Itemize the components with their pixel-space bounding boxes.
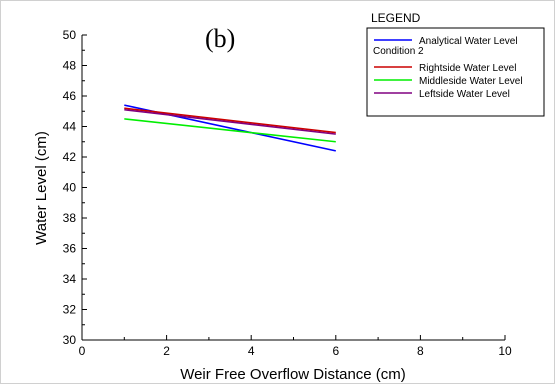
- x-tick-label: 10: [498, 344, 512, 358]
- x-tick-label: 0: [79, 344, 86, 358]
- legend-entry-3: Middleside Water Level: [419, 76, 523, 87]
- legend: LEGEND Condition 2 Analytical Water Leve…: [366, 11, 545, 117]
- y-tick-label: 38: [63, 211, 77, 225]
- legend-title: LEGEND: [371, 11, 421, 25]
- series-line-2: [124, 107, 336, 134]
- x-tick-label: 2: [163, 344, 170, 358]
- legend-box: [366, 27, 545, 117]
- legend-entry-2: Rightside Water Level: [419, 63, 516, 74]
- legend-entry-4: Leftside Water Level: [419, 89, 510, 100]
- y-tick-label: 32: [63, 303, 77, 317]
- y-axis-title: Water Level (cm): [33, 131, 50, 245]
- legend-items: Analytical Water Level Rightside Water Le…: [374, 36, 523, 100]
- y-tick-label: 40: [63, 181, 77, 195]
- series-line-3: [124, 118, 336, 143]
- y-tick-label: 44: [63, 120, 77, 134]
- x-tick-label: 6: [332, 344, 339, 358]
- x-tick-label: 4: [248, 344, 255, 358]
- x-axis-title: Weir Free Overflow Distance (cm): [180, 366, 406, 383]
- y-tick-label: 50: [63, 28, 77, 42]
- x-tick-label: 8: [417, 344, 424, 358]
- y-tick-label: 48: [63, 59, 77, 73]
- series-line-4: [124, 108, 336, 135]
- legend-entry-1: Analytical Water Level: [419, 36, 518, 47]
- y-tick-label: 36: [63, 242, 77, 256]
- legend-group-label: Condition 2: [373, 46, 424, 57]
- series-lines: [124, 104, 336, 152]
- y-tick-label: 34: [63, 272, 77, 286]
- panel-label: (b): [205, 24, 235, 53]
- y-tick-label: 46: [63, 89, 77, 103]
- y-tick-label: 42: [63, 150, 77, 164]
- y-tick-label: 30: [63, 333, 77, 347]
